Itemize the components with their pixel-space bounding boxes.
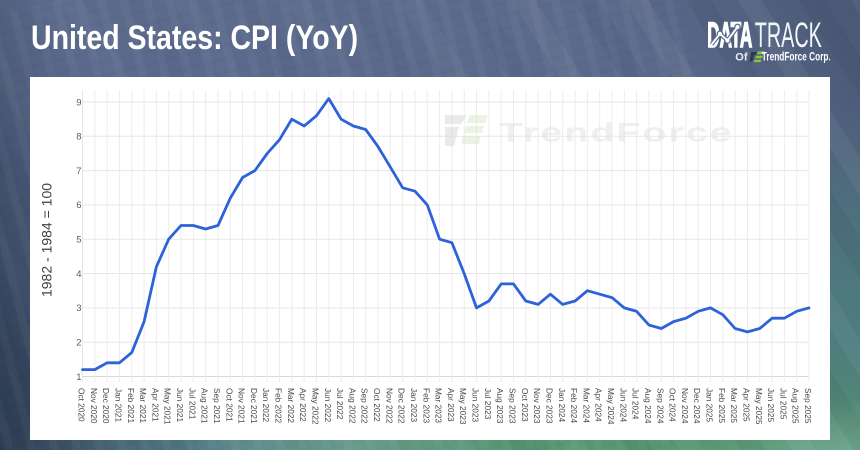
svg-text:Jun 2022: Jun 2022	[323, 388, 333, 423]
svg-text:May 2024: May 2024	[606, 388, 616, 425]
svg-text:Apr 2023: Apr 2023	[446, 388, 456, 422]
svg-text:Jul 2022: Jul 2022	[335, 388, 345, 420]
svg-text:May 2025: May 2025	[754, 388, 764, 425]
svg-text:Jan 2022: Jan 2022	[261, 388, 271, 423]
svg-text:Oct 2020: Oct 2020	[77, 388, 87, 422]
svg-text:4: 4	[76, 269, 81, 280]
svg-text:Sep 2023: Sep 2023	[507, 388, 517, 424]
svg-text:Dec 2021: Dec 2021	[249, 388, 259, 424]
svg-text:Mar 2022: Mar 2022	[286, 388, 296, 423]
svg-text:Apr 2021: Apr 2021	[150, 388, 160, 422]
svg-text:Sep 2021: Sep 2021	[212, 388, 222, 424]
svg-text:Jun 2025: Jun 2025	[766, 388, 776, 423]
svg-text:6: 6	[76, 200, 81, 211]
svg-text:Nov 2024: Nov 2024	[680, 388, 690, 424]
svg-text:8: 8	[76, 132, 81, 143]
svg-text:1982 - 1984 = 100: 1982 - 1984 = 100	[39, 183, 55, 297]
svg-text:Aug 2023: Aug 2023	[495, 388, 505, 424]
svg-text:Feb 2022: Feb 2022	[274, 388, 284, 423]
svg-text:1: 1	[76, 372, 81, 383]
svg-text:Nov 2020: Nov 2020	[89, 388, 99, 424]
svg-text:Jun 2024: Jun 2024	[618, 388, 628, 423]
svg-text:Sep 2022: Sep 2022	[360, 388, 370, 424]
svg-text:Dec 2023: Dec 2023	[544, 388, 554, 424]
svg-text:Sep 2025: Sep 2025	[803, 388, 813, 424]
svg-text:Dec 2022: Dec 2022	[397, 388, 407, 424]
svg-text:Mar 2021: Mar 2021	[138, 388, 148, 423]
svg-text:Jan 2023: Jan 2023	[409, 388, 419, 423]
svg-text:Jan 2021: Jan 2021	[113, 388, 123, 423]
svg-text:TRACK: TRACK	[755, 19, 822, 55]
svg-text:Apr 2024: Apr 2024	[594, 388, 604, 422]
svg-text:Mar 2024: Mar 2024	[581, 388, 591, 423]
svg-text:Dec 2020: Dec 2020	[101, 388, 111, 424]
svg-text:Aug 2025: Aug 2025	[791, 388, 801, 424]
svg-text:Of: Of	[735, 52, 748, 64]
svg-text:Apr 2025: Apr 2025	[741, 388, 751, 422]
svg-text:May 2021: May 2021	[163, 388, 173, 425]
svg-text:Nov 2021: Nov 2021	[237, 388, 247, 424]
svg-text:Jul 2021: Jul 2021	[187, 388, 197, 420]
svg-text:Aug 2022: Aug 2022	[347, 388, 357, 424]
svg-text:7: 7	[76, 166, 81, 177]
svg-text:Jul 2024: Jul 2024	[631, 388, 641, 420]
svg-text:TrendForce Corp.: TrendForce Corp.	[762, 51, 830, 64]
svg-text:Oct 2023: Oct 2023	[520, 388, 530, 422]
svg-text:9: 9	[76, 97, 81, 108]
svg-text:3: 3	[76, 303, 81, 314]
svg-text:Feb 2023: Feb 2023	[421, 388, 431, 423]
svg-text:Aug 2024: Aug 2024	[643, 388, 653, 424]
svg-text:Jul 2023: Jul 2023	[483, 388, 493, 420]
svg-text:Feb 2021: Feb 2021	[126, 388, 136, 423]
svg-text:Oct 2021: Oct 2021	[224, 388, 234, 422]
svg-text:TrendForce: TrendForce	[499, 118, 734, 148]
svg-text:Feb 2024: Feb 2024	[569, 388, 579, 423]
svg-text:Aug 2021: Aug 2021	[200, 388, 210, 424]
svg-text:May 2022: May 2022	[310, 388, 320, 425]
svg-text:Nov 2022: Nov 2022	[384, 388, 394, 424]
svg-text:Jul 2025: Jul 2025	[778, 388, 788, 420]
svg-text:Apr 2022: Apr 2022	[298, 388, 308, 422]
svg-text:Jun 2023: Jun 2023	[471, 388, 481, 423]
svg-text:Dec 2024: Dec 2024	[692, 388, 702, 424]
svg-text:Jan 2024: Jan 2024	[557, 388, 567, 423]
svg-text:Mar 2023: Mar 2023	[434, 388, 444, 423]
svg-text:Sep 2024: Sep 2024	[655, 388, 665, 424]
svg-text:Jan 2025: Jan 2025	[705, 388, 715, 423]
svg-text:Feb 2025: Feb 2025	[717, 388, 727, 423]
svg-text:Mar 2025: Mar 2025	[729, 388, 739, 423]
svg-text:Nov 2023: Nov 2023	[532, 388, 542, 424]
svg-text:Oct 2022: Oct 2022	[372, 388, 382, 422]
svg-text:2: 2	[76, 338, 81, 349]
svg-text:May 2023: May 2023	[458, 388, 468, 425]
svg-text:5: 5	[76, 235, 81, 246]
svg-text:Jun 2021: Jun 2021	[175, 388, 185, 423]
svg-text:Oct 2024: Oct 2024	[668, 388, 678, 422]
